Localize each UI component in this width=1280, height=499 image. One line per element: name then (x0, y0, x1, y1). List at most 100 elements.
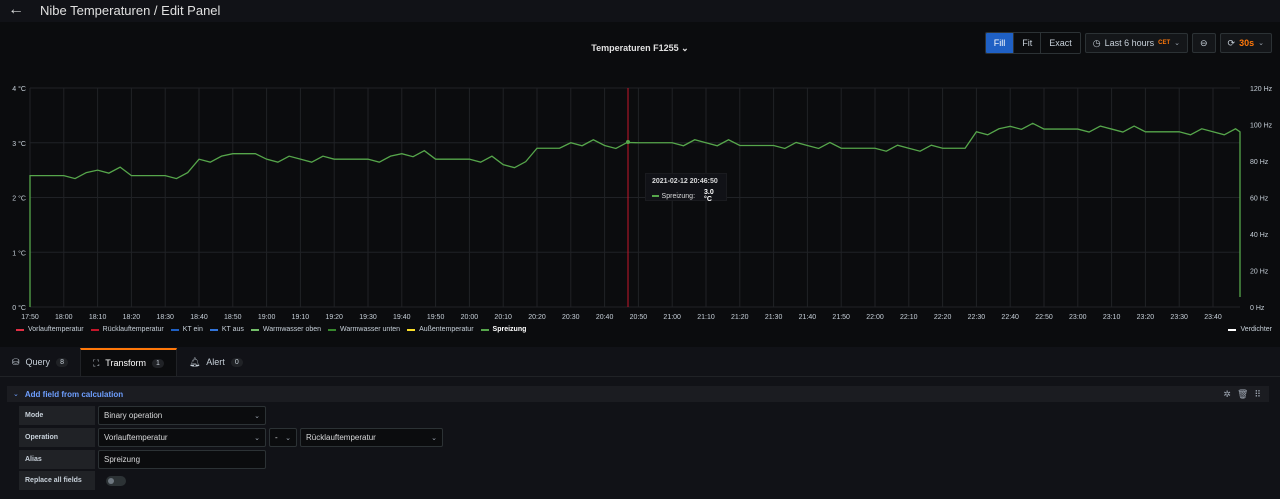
legend-swatch (16, 328, 24, 331)
x-tick-label: 19:20 (325, 314, 343, 321)
x-tick-label: 19:50 (427, 314, 445, 321)
legend-item[interactable]: Warmwasser unten (328, 326, 400, 333)
tooltip-series: Spreizung: (661, 192, 696, 200)
transform-editor: ⌄ Add field from calculation ✲ 🗑︎ ⠿ Mode… (0, 378, 1280, 499)
operation-right-select[interactable]: Rücklauftemperatur ⌄ (300, 428, 443, 447)
chart-tooltip: 2021-02-12 20:46:50 Spreizung: 3.0 °C (645, 173, 727, 203)
chevron-down-icon: ⌄ (254, 412, 260, 420)
x-tick-label: 23:10 (1103, 314, 1121, 321)
legend-label: Warmwasser unten (340, 326, 401, 333)
chart-grid (29, 87, 1240, 308)
x-tick-label: 20:30 (562, 314, 580, 321)
legend-item-verdichter[interactable]: Verdichter (1228, 326, 1272, 333)
x-tick-label: 23:40 (1204, 314, 1222, 321)
arrow-left-icon[interactable]: ← (8, 1, 24, 18)
fit-button[interactable]: Fit (1014, 33, 1042, 53)
legend-label: Vorlauftemperatur (28, 326, 84, 333)
x-tick-label: 21:40 (799, 314, 817, 321)
transform-section-header[interactable]: ⌄ Add field from calculation ✲ 🗑︎ ⠿ (7, 386, 1269, 402)
x-tick-label: 22:40 (1001, 314, 1019, 321)
line-chart[interactable]: 17:50 18:00 18:10 18:20 18:30 18:40 18:50 19:00… (0, 0, 1280, 330)
y-tick-label-right: 100 Hz (1250, 123, 1273, 130)
transform-title: Add field from calculation (24, 389, 124, 399)
operation-row: Operation Vorlauftemperatur ⌄ - ⌄ Rückla… (19, 428, 443, 447)
chevron-down-icon: ⌄ (285, 434, 291, 442)
x-tick-label: 20:00 (461, 314, 479, 321)
hover-point (626, 140, 630, 144)
y-tick-label-left: 1 °C (12, 249, 26, 257)
tab-counter: 1 (151, 358, 164, 368)
x-tick-label: 19:00 (258, 314, 276, 321)
fill-button[interactable]: Fill (985, 33, 1015, 53)
y-tick-label-right: 80 Hz (1250, 159, 1269, 166)
refresh-button[interactable]: ⟳ 30s ⌄ (1219, 33, 1272, 53)
section-actions: ✲ 🗑︎ ⠿ (1223, 389, 1261, 400)
tab-query[interactable]: ⛁ Query 8 (0, 348, 80, 376)
replace-all-toggle[interactable] (106, 475, 126, 486)
panel-title[interactable]: Temperaturen F1255 ⌄ (591, 43, 689, 53)
y-tick-label-left: 0 °C (12, 304, 26, 312)
mode-label: Mode (19, 406, 95, 425)
drag-handle-icon[interactable]: ⠿ (1254, 389, 1261, 399)
legend-item[interactable]: Vorlauftemperatur (16, 326, 84, 333)
legend-item[interactable]: KT ein (170, 326, 203, 333)
x-tick-label: 18:00 (55, 314, 73, 321)
legend-item[interactable]: Rücklauftemperatur (90, 326, 164, 333)
x-tick-label: 23:30 (1170, 314, 1188, 321)
zoom-out-button[interactable]: ⊖ (1192, 33, 1216, 53)
y-tick-label-right: 60 Hz (1250, 196, 1269, 203)
x-tick-label: 20:20 (528, 314, 546, 321)
database-icon: ⛁ (12, 356, 20, 367)
operation-left-select[interactable]: Vorlauftemperatur ⌄ (98, 428, 266, 447)
operator-value: - (275, 433, 278, 442)
chevron-down-icon[interactable]: ⌄ (13, 391, 19, 398)
operation-label: Operation (19, 428, 95, 447)
mode-select[interactable]: Binary operation ⌄ (98, 406, 266, 425)
x-tick-label: 18:10 (89, 314, 107, 321)
time-range-picker[interactable]: ◷ Last 6 hours CET ⌄ (1084, 33, 1188, 53)
legend-item[interactable]: KT aus (209, 326, 244, 333)
y-tick-label-right: 40 Hz (1250, 232, 1269, 239)
debug-icon[interactable]: ✲ (1223, 389, 1231, 399)
legend-swatch (480, 328, 489, 331)
legend-item[interactable]: Spreizung (480, 326, 526, 333)
x-tick-label: 19:30 (359, 314, 377, 321)
exact-button[interactable]: Exact (1041, 33, 1080, 53)
tab-alert[interactable]: 🔔︎ Alert 0 (177, 348, 255, 376)
x-tick-label: 21:00 (663, 314, 681, 321)
legend-label: KT ein (182, 326, 203, 333)
clock-icon: ◷ (1092, 37, 1101, 48)
legend-label: Rücklauftemperatur (102, 326, 164, 333)
operation-right-value: Rücklauftemperatur (306, 433, 376, 442)
mode-value: Binary operation (104, 411, 163, 420)
editor-tabs: ⛁ Query 8 ⛶ Transform 1 🔔︎ Alert 0 (0, 348, 1280, 377)
alias-input[interactable]: Spreizung (98, 450, 266, 469)
chevron-down-icon: ⌄ (254, 434, 260, 442)
x-tick-label: 18:50 (224, 314, 242, 321)
trash-icon[interactable]: 🗑︎ (1236, 389, 1249, 399)
legend-item[interactable]: Außentemperatur (407, 326, 474, 333)
x-axis-ticks: 17:50 18:00 18:10 18:20 18:30 18:40 18:50 19:00… (21, 314, 1222, 321)
operator-select[interactable]: - ⌄ (269, 428, 297, 447)
x-tick-label: 23:20 (1137, 314, 1155, 321)
mode-row: Mode Binary operation ⌄ (19, 406, 266, 425)
x-tick-label: 22:50 (1035, 314, 1053, 321)
chevron-down-icon: ⌄ (431, 434, 437, 442)
legend-label: Außentemperatur (419, 326, 474, 333)
tab-transform[interactable]: ⛶ Transform 1 (79, 348, 177, 376)
transform-icon: ⛶ (92, 357, 100, 368)
y-axis-right: 0 Hz 20 Hz 40 Hz 60 Hz 80 Hz 100 Hz 120 Hz (1250, 86, 1273, 312)
legend-item[interactable]: Warmwasser oben (250, 326, 321, 333)
timezone-label: CET (1158, 40, 1171, 46)
x-tick-label: 22:10 (900, 314, 918, 321)
legend-swatch (407, 328, 416, 331)
refresh-icon: ⟳ (1227, 37, 1236, 48)
page-title: Nibe Temperaturen / Edit Panel (40, 2, 221, 18)
x-tick-label: 18:40 (190, 314, 208, 321)
x-tick-label: 20:50 (630, 314, 648, 321)
x-tick-label: 20:10 (494, 314, 512, 321)
x-tick-label: 21:50 (832, 314, 850, 321)
panel-canvas: Fill Fit Exact ◷ Last 6 hours CET ⌄ ⊖ ⟳ … (0, 22, 1280, 347)
y-tick-label-left: 3 °C (12, 140, 26, 148)
x-tick-label: 21:30 (765, 314, 783, 321)
